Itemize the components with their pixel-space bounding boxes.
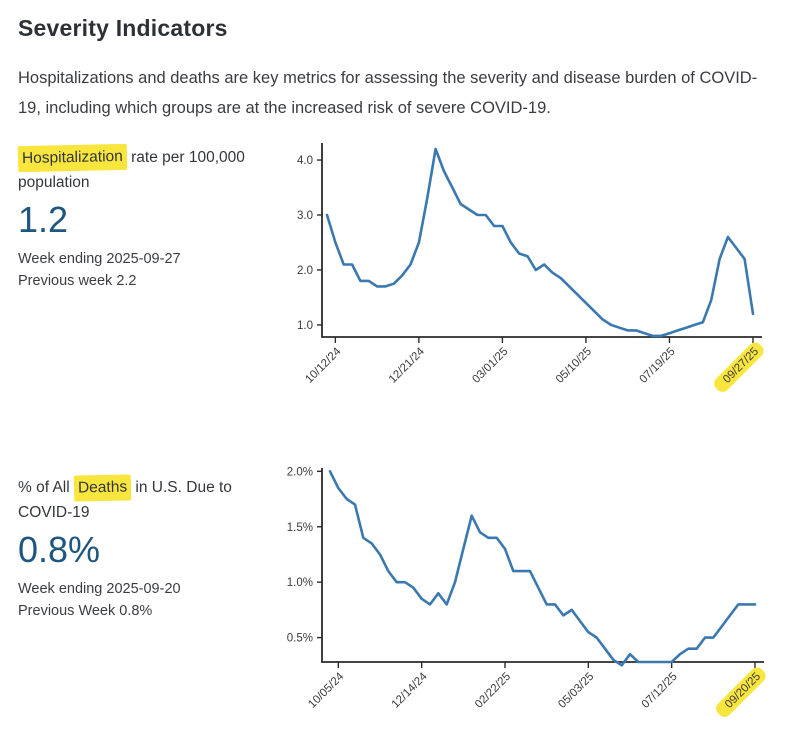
deaths-stat-block: % of All Deaths in U.S. Due to COVID-19 … xyxy=(18,474,268,622)
deaths-previous-week: Previous Week 0.8% xyxy=(18,603,153,619)
svg-text:05/10/25: 05/10/25 xyxy=(554,346,594,386)
svg-text:2.0: 2.0 xyxy=(297,265,313,277)
highlighted-word-hospitalization: Hospitalization xyxy=(17,143,128,173)
svg-text:12/21/24: 12/21/24 xyxy=(387,345,428,386)
page-title: Severity Indicators xyxy=(18,15,228,42)
hospitalization-rate-value: 1.2 xyxy=(18,199,69,240)
hospitalization-chart: 1.0 2.0 3.0 4.0 10/12/24 12/21/24 03/01/25 05/1… xyxy=(297,143,764,392)
svg-text:03/01/25: 03/01/25 xyxy=(470,346,510,386)
label-prefix: % of All xyxy=(18,479,74,496)
deaths-percent-value: 0.8% xyxy=(18,529,101,570)
hospitalization-chart-container: 1.0 2.0 3.0 4.0 10/12/24 12/21/24 03/01/25 05/1… xyxy=(280,135,802,410)
highlighted-word-deaths: Deaths xyxy=(73,474,132,502)
svg-text:02/22/25: 02/22/25 xyxy=(473,671,513,711)
hospitalization-stat-label: Hospitalization rate per 100,000 populat… xyxy=(17,143,268,194)
hospitalization-previous-week: Previous week 2.2 xyxy=(18,273,137,289)
svg-text:05/03/25: 05/03/25 xyxy=(556,671,596,711)
svg-text:07/12/25: 07/12/25 xyxy=(640,671,680,711)
svg-text:1.0: 1.0 xyxy=(297,320,313,332)
svg-text:3.0: 3.0 xyxy=(297,210,313,222)
svg-text:09/20/25: 09/20/25 xyxy=(723,671,763,711)
svg-text:1.5%: 1.5% xyxy=(287,522,313,534)
label-suffix: in U.S. Due to COVID-19 xyxy=(18,479,232,521)
svg-text:0.5%: 0.5% xyxy=(287,633,313,645)
label-suffix: rate per 100,000 population xyxy=(18,149,245,191)
deaths-week-ending: Week ending 2025-09-20 xyxy=(18,581,181,597)
svg-text:10/12/24: 10/12/24 xyxy=(303,345,344,386)
svg-text:1.0%: 1.0% xyxy=(287,577,313,589)
hospitalization-stat-block: Hospitalization rate per 100,000 populat… xyxy=(17,143,268,292)
svg-text:07/19/25: 07/19/25 xyxy=(637,346,677,386)
svg-text:2.0%: 2.0% xyxy=(287,466,313,478)
page-description: Hospitalizations and deaths are key metr… xyxy=(18,68,758,117)
deaths-chart: 0.5% 1.0% 1.5% 2.0% 10/05/24 12/14/24 02/22/25… xyxy=(287,466,766,717)
svg-text:4.0: 4.0 xyxy=(297,155,313,167)
deaths-chart-container: 0.5% 1.0% 1.5% 2.0% 10/05/24 12/14/24 02/22/25… xyxy=(280,455,802,732)
svg-text:12/14/24: 12/14/24 xyxy=(390,670,431,711)
deaths-stat-label: % of All Deaths in U.S. Due to COVID-19 xyxy=(18,474,268,524)
svg-text:09/27/25: 09/27/25 xyxy=(721,346,761,386)
svg-text:10/05/24: 10/05/24 xyxy=(306,670,347,711)
hospitalization-week-ending: Week ending 2025-09-27 xyxy=(18,251,181,267)
